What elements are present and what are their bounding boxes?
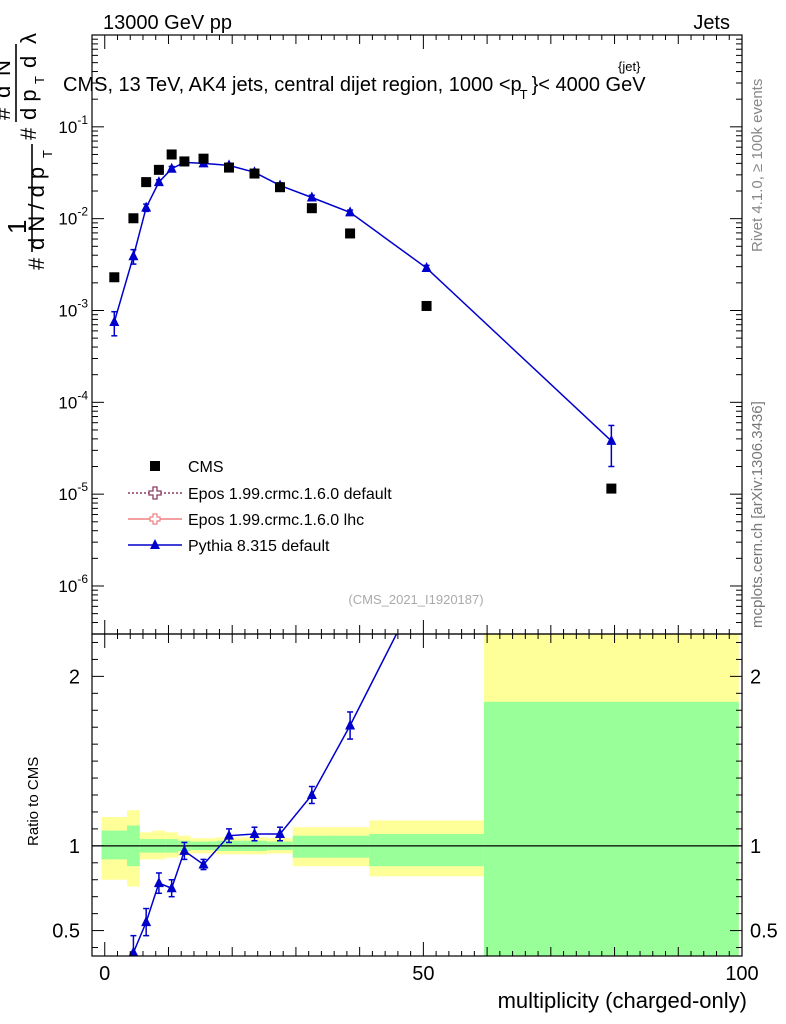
svg-text:#: # [24, 257, 49, 270]
plot-title-main: CMS, 13 TeV, AK4 jets, central dijet reg… [63, 74, 522, 96]
header-right: Jets [693, 12, 730, 34]
mcplots-label: mcplots.cern.ch [arXiv:1306.3436] [749, 401, 766, 628]
svg-text:#: # [16, 127, 41, 140]
cms-marker [606, 483, 617, 494]
plot-title-tail: }< 4000 GeV [532, 74, 647, 96]
cms-marker [421, 300, 432, 311]
legend-label: Epos 1.99.crmc.1.6.0 lhc [188, 512, 364, 529]
ratio-band-inner [369, 833, 484, 867]
main-y-tick-label: 10-3 [58, 296, 88, 320]
ratio-y-tick-label-right: 1 [750, 836, 761, 858]
ratio-pythia-marker [249, 827, 260, 838]
pythia-line [113, 161, 612, 442]
ratio-band-inner [292, 835, 331, 858]
legend-label: Pythia 8.315 default [188, 538, 330, 555]
ratio-pythia-marker [274, 827, 285, 838]
ratio-pythia-marker [345, 719, 356, 730]
cms-marker [109, 272, 120, 283]
ratio-pythia-line [132, 634, 398, 953]
cms-marker [249, 168, 260, 179]
svg-text:1: 1 [2, 220, 32, 234]
ratio-pythia-marker [166, 882, 177, 893]
main-y-tick-label: 10-4 [58, 388, 88, 412]
ratio-pythia-marker [306, 789, 317, 799]
pythia-marker [109, 315, 120, 326]
ratio-pythia-marker [224, 829, 235, 840]
cms-marker [141, 177, 152, 188]
ratio-y-tick-label-right: 2 [750, 666, 761, 688]
pythia-marker [606, 434, 617, 445]
ratio-pythia-marker [141, 916, 152, 927]
main-ylabel: # d N / d p T 1 # d p T d # d 2 N λ [0, 33, 55, 270]
main-y-tick-label: 10-2 [58, 205, 88, 229]
svg-text:d: d [16, 56, 41, 68]
x-tick-label: 100 [725, 963, 758, 985]
main-y-tick-label: 10-5 [58, 480, 88, 504]
plot-title-sup: {jet} [618, 59, 641, 74]
pythia-marker [128, 250, 139, 261]
cms-marker [166, 149, 177, 160]
x-tick-label: 0 [99, 963, 110, 985]
plot-title-sub: T [520, 87, 528, 102]
cms-marker [345, 228, 356, 239]
cms-marker [274, 182, 285, 193]
svg-text:N: N [0, 60, 15, 76]
ratio-band-inner [101, 830, 128, 860]
legend-pythia-marker [150, 539, 160, 549]
cms-marker [224, 162, 235, 173]
header-left: 13000 GeV pp [103, 12, 232, 34]
svg-text:λ: λ [16, 33, 41, 44]
ratio-band-inner [330, 835, 370, 858]
legend-label: CMS [188, 459, 224, 476]
pythia-marker [421, 262, 432, 273]
svg-text:#: # [0, 107, 15, 120]
pythia-marker [141, 201, 152, 212]
svg-text:T: T [40, 150, 55, 158]
legend-epos-lhc-marker [149, 513, 161, 525]
rivet-label: Rivet 4.1.0, ≥ 100k events [749, 79, 766, 252]
plot-title: CMS, 13 TeV, AK4 jets, central dijet reg… [63, 74, 646, 102]
main-y-tick-label: 10-1 [58, 113, 88, 137]
legend-cms-marker [150, 461, 160, 471]
pythia-marker [166, 162, 177, 173]
legend-label: Epos 1.99.crmc.1.6.0 default [188, 486, 392, 503]
ratio-band-inner [483, 701, 739, 956]
svg-text:T: T [32, 76, 47, 84]
svg-text:d p: d p [16, 89, 41, 120]
svg-text:2: 2 [0, 77, 3, 84]
ratio-pythia-marker [153, 877, 164, 888]
ratio-pythia-marker [179, 844, 190, 855]
pythia-marker [306, 191, 317, 202]
pythia-marker [345, 206, 356, 217]
main-y-tick-label: 10-6 [58, 572, 88, 596]
ratio-pythia-marker [128, 946, 139, 956]
cms-marker [153, 164, 164, 175]
ratio-ylabel: Ratio to CMS [25, 757, 42, 846]
x-tick-label: 50 [412, 963, 434, 985]
cms-marker [128, 213, 139, 224]
ratio-pythia-series [128, 634, 398, 956]
svg-text:d N / d p: d N / d p [24, 167, 49, 250]
pythia-marker [153, 176, 164, 187]
ratio-pythia-marker [198, 858, 209, 869]
x-axis-title: multiplicity (charged-only) [498, 988, 747, 1013]
analysis-watermark: (CMS_2021_I1920187) [348, 592, 483, 607]
svg-text:d: d [0, 86, 15, 98]
cms-marker [306, 203, 317, 214]
ratio-y-tick-label: 2 [69, 666, 80, 688]
ratio-y-tick-label-right: 0.5 [750, 921, 778, 943]
ratio-y-tick-label: 1 [69, 836, 80, 858]
ratio-y-tick-label: 0.5 [52, 921, 80, 943]
legend-epos-default-marker [148, 486, 162, 500]
cms-marker [198, 153, 209, 164]
cms-marker [179, 156, 190, 167]
